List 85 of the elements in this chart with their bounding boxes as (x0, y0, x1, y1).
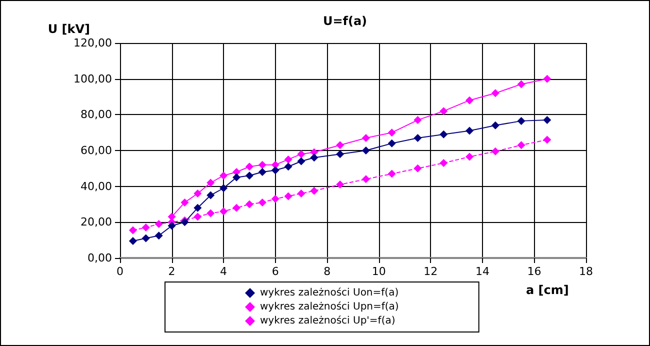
point (491, 147, 500, 156)
point (440, 107, 448, 116)
x-tick-label: 4 (220, 265, 228, 278)
point (543, 74, 552, 83)
point (142, 224, 150, 232)
point (284, 155, 292, 164)
point (543, 116, 552, 124)
x-tick-label: 10 (372, 265, 386, 278)
point (168, 222, 176, 230)
y-tick-label: 100,00 (74, 72, 112, 86)
chart-title: U=f(a) (322, 14, 368, 28)
point (414, 116, 422, 124)
y-tick-label: 0,00 (88, 252, 112, 264)
point (128, 236, 137, 245)
x-tick-label: 12 (424, 265, 438, 278)
x-tick-label: 14 (475, 265, 490, 278)
point (297, 190, 306, 198)
legend-label: wykres zależności Upn=f(a) (260, 300, 399, 312)
legend-label: wykres zależności Uon=f(a) (260, 286, 399, 298)
x-tick-label: 16 (527, 265, 542, 278)
x-axis-title: a [cm] (526, 283, 569, 297)
point (206, 178, 215, 187)
point (440, 159, 448, 168)
x-tick-label: 2 (168, 265, 176, 278)
point (245, 172, 254, 180)
point (142, 234, 150, 242)
y-tick-label: 40,00 (80, 180, 112, 193)
point (440, 130, 448, 138)
point (154, 232, 163, 240)
point (388, 170, 396, 178)
x-tick-label: 8 (324, 265, 331, 278)
point (414, 134, 422, 142)
point (517, 116, 526, 125)
point (194, 212, 202, 221)
point (194, 190, 202, 198)
y-tick-label: 80,00 (80, 108, 112, 122)
point (258, 160, 266, 169)
point (466, 152, 474, 161)
point (271, 194, 280, 203)
point (232, 173, 240, 182)
point (466, 126, 474, 135)
point (245, 200, 254, 208)
point (194, 204, 202, 212)
point (206, 191, 215, 200)
point (206, 209, 215, 218)
point (258, 168, 266, 176)
point (362, 175, 370, 184)
point (543, 136, 552, 144)
point (220, 172, 228, 180)
point (284, 192, 292, 200)
point (271, 166, 280, 174)
point (388, 128, 396, 137)
y-tick-label: 60,00 (80, 144, 112, 157)
point (232, 204, 240, 212)
point (284, 162, 292, 171)
point (336, 141, 344, 150)
y-tick-label: 20,00 (80, 216, 112, 229)
point (180, 198, 189, 206)
point (336, 150, 344, 158)
point (466, 96, 474, 104)
point (220, 184, 228, 192)
point (362, 134, 370, 142)
point (491, 89, 500, 98)
point (128, 226, 137, 234)
x-tick-label: 0 (116, 265, 124, 278)
point (154, 220, 163, 228)
point (310, 186, 318, 195)
point (310, 154, 318, 162)
point (388, 139, 396, 148)
point (297, 150, 306, 158)
x-tick-label: 6 (272, 265, 279, 278)
point (220, 207, 228, 216)
point (517, 141, 526, 150)
point (245, 162, 254, 171)
point (414, 164, 422, 172)
point (336, 180, 344, 189)
point (297, 157, 306, 166)
point (362, 146, 370, 154)
x-tick-label: 18 (579, 265, 593, 278)
point (491, 121, 500, 130)
point (258, 198, 266, 206)
point (517, 80, 526, 88)
y-tick-label: 120,00 (74, 36, 112, 50)
legend-label: wykres zależności Up'=f(a) (260, 314, 396, 326)
y-axis-title: U [kV] (48, 22, 90, 36)
